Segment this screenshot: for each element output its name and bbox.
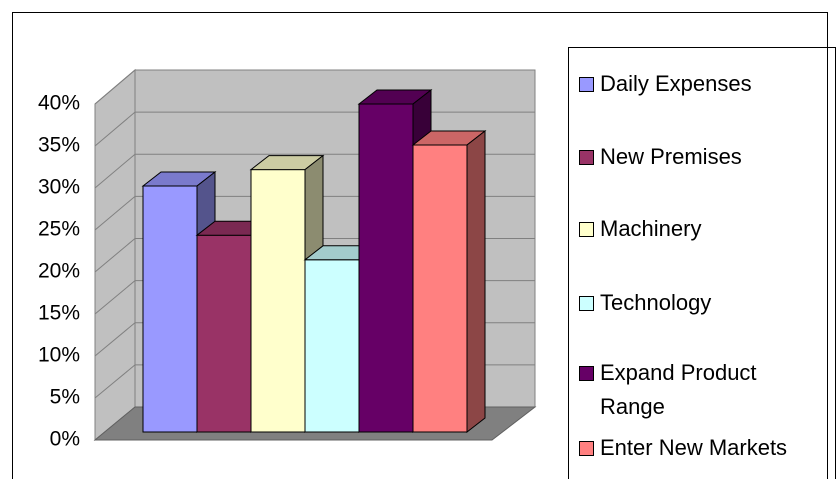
bar-front — [142, 185, 198, 433]
chart-frame — [12, 12, 828, 479]
legend-swatch — [579, 222, 594, 237]
legend-label: New Premises — [600, 144, 742, 169]
grid-line-side — [94, 153, 136, 189]
bar-front — [250, 169, 306, 433]
bars — [141, 88, 487, 434]
legend-swatch — [579, 366, 594, 381]
y-tick-label: 5% — [50, 386, 80, 409]
legend-item: Technology — [579, 286, 711, 320]
bar-front — [196, 234, 252, 433]
legend-item: Expand Product Range — [579, 356, 810, 424]
y-tick-label: 30% — [38, 176, 80, 199]
grid-line-side — [94, 195, 136, 231]
y-tick-label: 15% — [38, 302, 80, 325]
legend-item: Enter New Markets — [579, 431, 787, 465]
bar-front — [304, 259, 360, 433]
y-tick-label: 0% — [50, 428, 80, 451]
legend-label: Expand Product Range — [600, 360, 757, 419]
legend-label: Machinery — [600, 216, 702, 241]
y-tick-label: 20% — [38, 260, 80, 283]
grid-line-side — [94, 280, 136, 315]
legend-swatch — [579, 150, 594, 165]
y-tick-label: 25% — [38, 218, 80, 241]
grid-line-side — [94, 322, 136, 357]
legend: Daily Expenses New Premises Machinery Techn… — [568, 47, 836, 479]
grid-line-side — [94, 238, 136, 273]
grid-line-side — [94, 111, 136, 147]
bar-side — [466, 129, 486, 434]
grid-line-side — [94, 69, 136, 105]
bar-front — [412, 144, 468, 433]
legend-swatch — [579, 441, 594, 456]
y-tick-label: 35% — [38, 134, 80, 157]
legend-swatch — [579, 77, 594, 92]
grid-line-side — [94, 364, 136, 399]
legend-item: New Premises — [579, 140, 742, 174]
bar — [411, 129, 487, 434]
legend-label: Daily Expenses — [600, 71, 752, 96]
legend-item: Daily Expenses — [579, 67, 752, 101]
legend-label: Enter New Markets — [600, 435, 788, 460]
y-tick-label: 40% — [38, 92, 80, 115]
y-tick-label: 10% — [38, 344, 80, 367]
legend-label: Technology — [600, 290, 712, 315]
bar — [249, 154, 325, 434]
bar-front — [358, 103, 414, 433]
legend-swatch — [579, 296, 594, 311]
legend-item: Machinery — [579, 212, 701, 246]
